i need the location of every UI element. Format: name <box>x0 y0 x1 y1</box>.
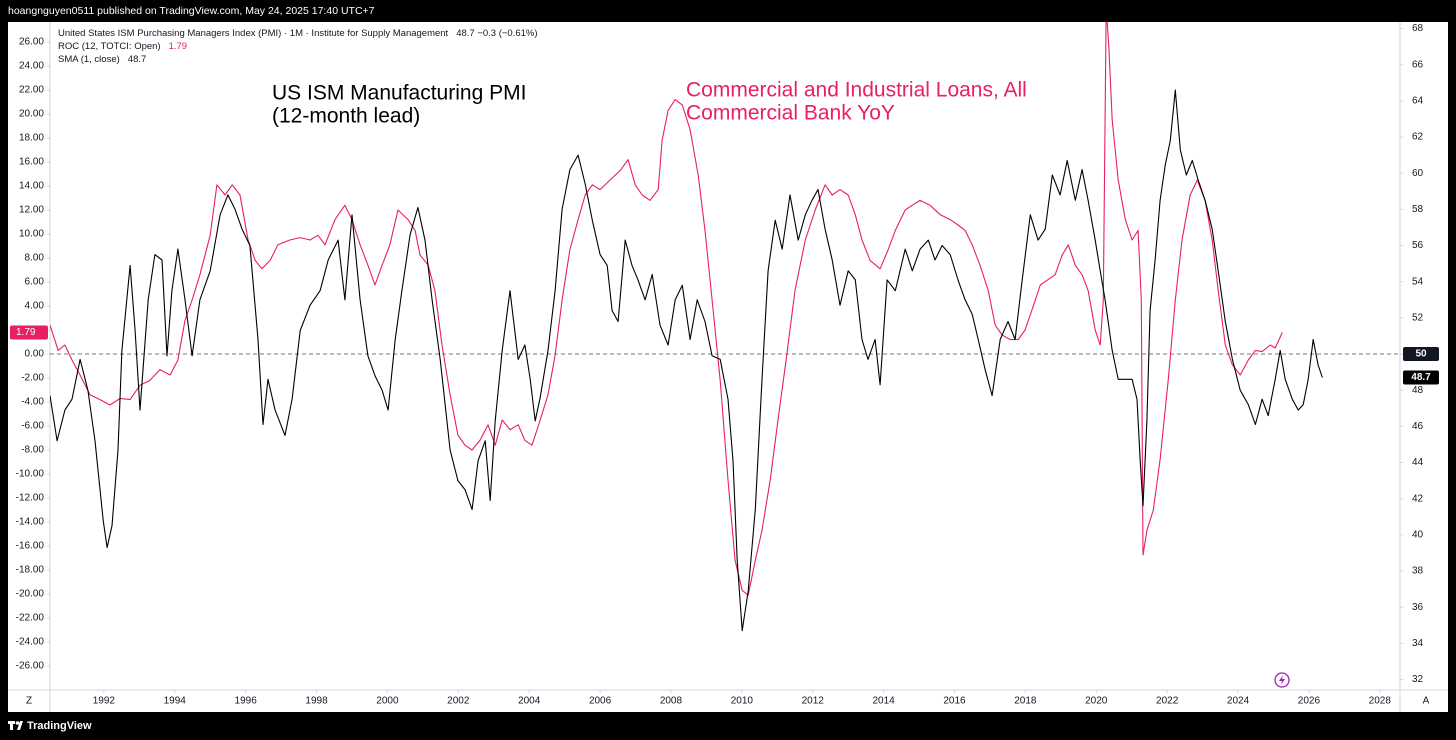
y2-tick-label: 48 <box>1412 385 1424 396</box>
legend-title: United States ISM Purchasing Managers In… <box>58 28 538 39</box>
x-tick-label: 1992 <box>93 696 116 707</box>
auto-toggle[interactable]: A <box>1423 696 1430 707</box>
annotation: (12-month lead) <box>272 105 420 128</box>
y-tick-label: -24.00 <box>16 637 45 648</box>
annotation: Commercial and Industrial Loans, All <box>686 79 1027 102</box>
legend-value: 48.7 <box>128 54 147 65</box>
x-tick-label: 2010 <box>731 696 754 707</box>
y-tick-label: -14.00 <box>16 517 45 528</box>
y-tick-label: 26.00 <box>19 37 44 48</box>
y2-tick-label: 44 <box>1412 457 1424 468</box>
y-tick-label: 6.00 <box>25 277 45 288</box>
x-tick-label: 2004 <box>518 696 541 707</box>
y-tick-label: 18.00 <box>19 133 44 144</box>
x-tick-label: 1994 <box>164 696 187 707</box>
x-tick-label: 2024 <box>1227 696 1250 707</box>
y-tick-label: 24.00 <box>19 61 44 72</box>
x-tick-label: 2016 <box>943 696 966 707</box>
y2-tick-label: 66 <box>1412 59 1424 70</box>
alert-icon[interactable] <box>1274 672 1290 688</box>
baseline-label: 50 <box>1415 349 1427 360</box>
chart-panel <box>8 22 1448 712</box>
price-label: 1.79 <box>16 327 36 338</box>
y2-tick-label: 68 <box>1412 23 1424 34</box>
y2-tick-label: 52 <box>1412 312 1424 323</box>
log-toggle[interactable]: Z <box>26 696 32 707</box>
y2-tick-label: 36 <box>1412 602 1424 613</box>
x-tick-label: 2002 <box>447 696 470 707</box>
y-tick-label: 14.00 <box>19 181 44 192</box>
y-tick-label: -20.00 <box>16 589 45 600</box>
x-tick-label: 2012 <box>802 696 825 707</box>
y2-tick-label: 40 <box>1412 529 1424 540</box>
y-tick-label: -16.00 <box>16 541 45 552</box>
y2-tick-label: 62 <box>1412 132 1424 143</box>
legend-entry: ROC (12, TOTCI: Open) 1.79 <box>58 41 187 52</box>
y-tick-label: -4.00 <box>21 397 44 408</box>
x-tick-label: 2018 <box>1014 696 1037 707</box>
y2-tick-label: 58 <box>1412 204 1424 215</box>
series-line <box>50 22 1283 596</box>
baseline-label-bg <box>1403 347 1439 362</box>
plot-area <box>50 22 1323 632</box>
x-tick-label: 2006 <box>589 696 612 707</box>
y2-tick-label: 38 <box>1412 566 1424 577</box>
price-label: 48.7 <box>1411 372 1431 383</box>
annotation: Commercial Bank YoY <box>686 102 895 125</box>
legend-entry: SMA (1, close) 48.7 <box>58 54 146 65</box>
brand: TradingView <box>27 720 92 732</box>
y-tick-label: -6.00 <box>21 421 44 432</box>
y-tick-label: 16.00 <box>19 157 44 168</box>
y-tick-label: -22.00 <box>16 613 45 624</box>
publisher-line: hoangnguyen0511 published on TradingView… <box>8 5 375 17</box>
y-tick-label: -12.00 <box>16 493 45 504</box>
y-tick-label: 12.00 <box>19 205 44 216</box>
x-tick-label: 2008 <box>660 696 683 707</box>
y-tick-label: 0.00 <box>25 349 45 360</box>
x-tick-label: 2022 <box>1156 696 1179 707</box>
series-line <box>50 89 1323 632</box>
y-tick-label: 10.00 <box>19 229 44 240</box>
x-tick-label: 2026 <box>1298 696 1321 707</box>
symbol-title: United States ISM Purchasing Managers In… <box>58 28 449 39</box>
y-tick-label: -26.00 <box>16 661 45 672</box>
y2-tick-label: 34 <box>1412 638 1424 649</box>
x-tick-label: 2020 <box>1085 696 1108 707</box>
tv-logo <box>8 721 23 730</box>
price-label-bg <box>1403 370 1439 385</box>
y-tick-label: -2.00 <box>21 373 44 384</box>
y-tick-label: -18.00 <box>16 565 45 576</box>
y-tick-label: 22.00 <box>19 85 44 96</box>
annotation: US ISM Manufacturing PMI <box>272 82 526 105</box>
y2-tick-label: 46 <box>1412 421 1424 432</box>
x-tick-label: 2000 <box>376 696 399 707</box>
legend-name: SMA (1, close) <box>58 54 120 65</box>
legend-name: ROC (12, TOTCI: Open) <box>58 41 161 52</box>
y-tick-label: -10.00 <box>16 469 45 480</box>
y-tick-label: 20.00 <box>19 109 44 120</box>
x-tick-label: 1998 <box>305 696 328 707</box>
y2-tick-label: 42 <box>1412 493 1424 504</box>
price-label-bg <box>10 325 48 340</box>
y-tick-label: 8.00 <box>25 253 45 264</box>
y2-tick-label: 60 <box>1412 168 1424 179</box>
x-tick-label: 2028 <box>1369 696 1392 707</box>
y2-tick-label: 32 <box>1412 674 1424 685</box>
symbol-change: 48.7 −0.3 (−0.61%) <box>456 28 537 39</box>
y2-tick-label: 64 <box>1412 95 1424 106</box>
x-tick-label: 1996 <box>235 696 258 707</box>
y-tick-label: -8.00 <box>21 445 44 456</box>
y2-tick-label: 54 <box>1412 276 1424 287</box>
legend-value: 1.79 <box>169 41 188 52</box>
y-tick-label: 4.00 <box>25 301 45 312</box>
x-tick-label: 2014 <box>872 696 895 707</box>
y2-tick-label: 56 <box>1412 240 1424 251</box>
